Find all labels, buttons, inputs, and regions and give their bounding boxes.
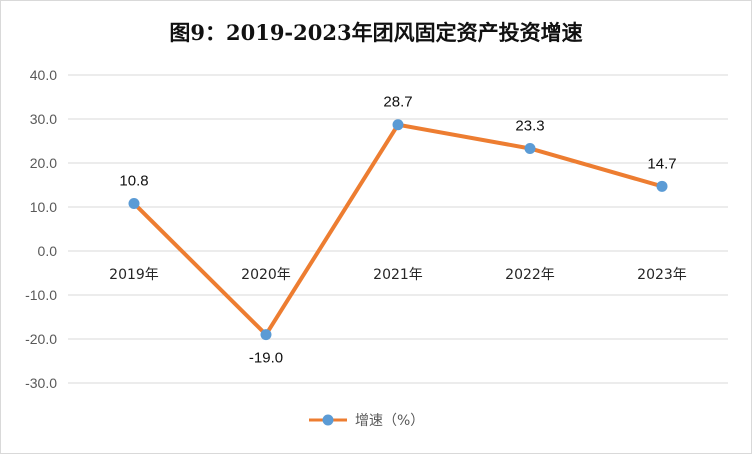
data-label: -19.0 [249,350,283,367]
data-point [260,329,272,341]
data-point [128,197,140,209]
y-tick-label: 20.0 [30,155,57,171]
legend: 增速（%） [309,413,424,429]
y-tick-label: -20.0 [25,331,57,347]
x-category-label: 2020年 [241,267,291,283]
x-axis-categories: 2019年 2020年 2021年 2022年 2023年 [109,267,687,283]
gridlines [68,74,728,384]
y-tick-label: 30.0 [30,111,57,127]
data-point [524,142,536,154]
x-category-label: 2021年 [373,267,423,283]
data-label: 28.7 [383,94,412,111]
y-tick-label: 0.0 [38,243,58,259]
y-tick-label: -10.0 [25,287,57,303]
data-point [392,119,404,131]
data-label: 14.7 [647,155,676,172]
x-category-label: 2023年 [637,267,687,283]
data-label: 23.3 [515,117,544,134]
chart-title: 图9：2019-2023年团风固定资产投资增速 [169,20,583,45]
y-tick-label: -30.0 [25,375,57,391]
legend-marker-swatch [322,414,334,426]
data-point [656,180,668,192]
data-label: 10.8 [119,172,148,189]
legend-label: 增速（%） [355,413,424,429]
x-category-label: 2022年 [505,267,555,283]
x-category-label: 2019年 [109,267,159,283]
data-labels: 10.8 -19.0 28.7 23.3 14.7 [119,94,676,367]
y-tick-label: 10.0 [30,199,57,215]
series-line [132,122,663,337]
y-axis-ticks: 40.0 30.0 20.0 10.0 0.0 -10.0 -20.0 -30.0 [25,67,57,391]
y-tick-label: 40.0 [30,67,57,83]
series-line-group [128,119,668,341]
